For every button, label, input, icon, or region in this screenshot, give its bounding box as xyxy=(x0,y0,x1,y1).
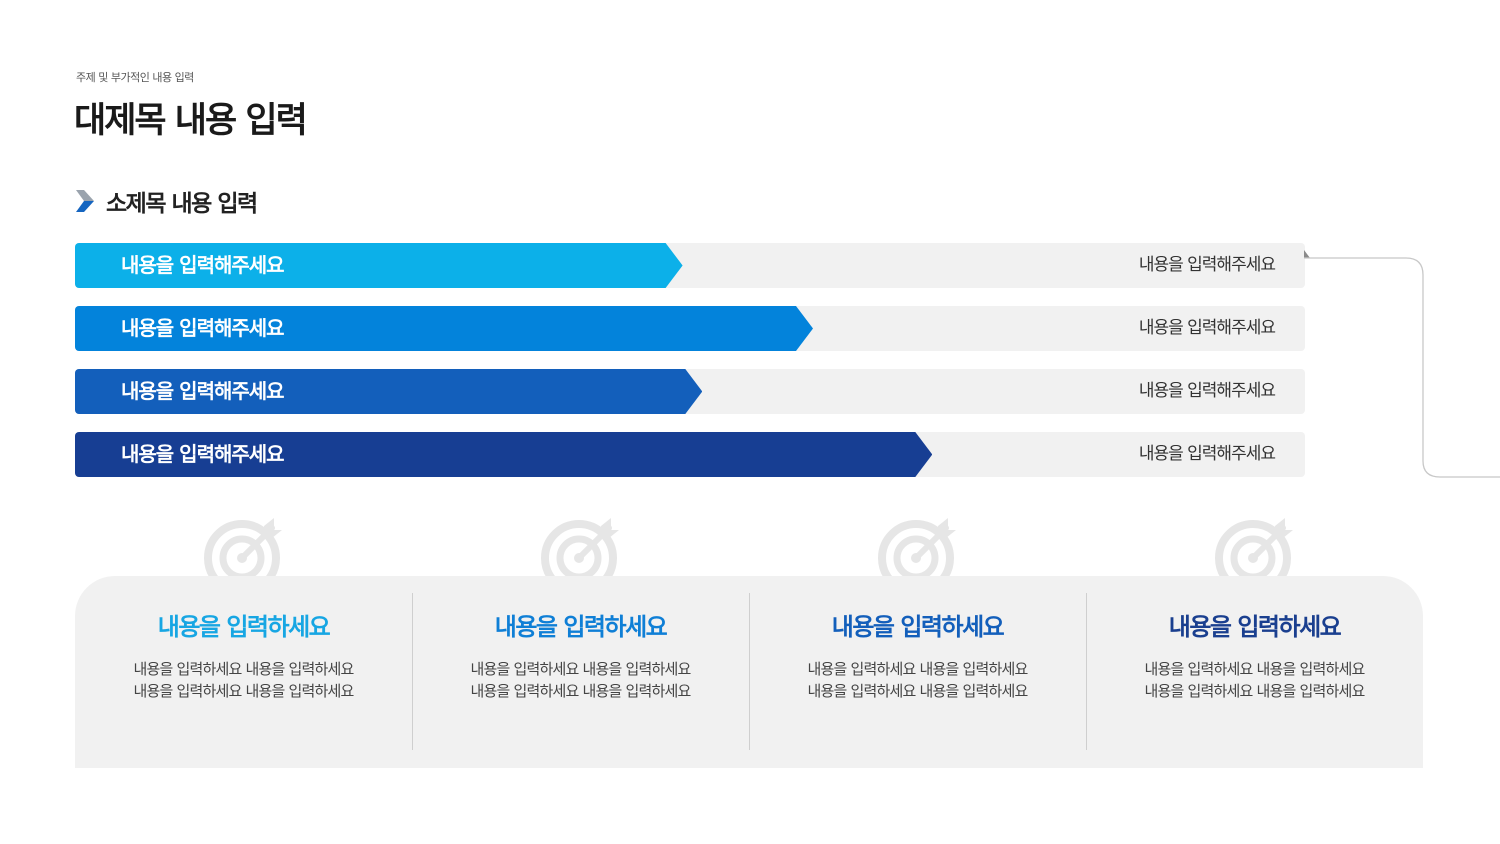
card-divider xyxy=(412,593,413,750)
target-icon xyxy=(878,518,956,578)
progress-bar-row: 내용을 입력해주세요 내용을 입력해주세요 xyxy=(75,243,1305,288)
card-title: 내용을 입력하세요 xyxy=(494,613,668,641)
info-card: 내용을 입력하세요 내용을 입력하세요 내용을 입력하세요 내용을 입력하세요 내용… xyxy=(1086,576,1423,768)
card-title: 내용을 입력하세요 xyxy=(157,613,331,641)
card-line: 내용을 입력하세요 내용을 입력하세요 xyxy=(807,682,1029,700)
bar-value: 내용을 입력해주세요 xyxy=(1138,444,1276,464)
target-icon xyxy=(1215,518,1293,578)
progress-bar-row: 내용을 입력해주세요 내용을 입력해주세요 xyxy=(75,306,1305,351)
card-line: 내용을 입력하세요 내용을 입력하세요 xyxy=(133,660,355,678)
target-icon xyxy=(541,518,619,578)
section-heading: 소제목 내용 입력 xyxy=(76,184,258,218)
kicker-text: 주제 및 부가적인 내용 입력 xyxy=(76,71,194,84)
progress-bar-fill xyxy=(75,432,932,477)
progress-bar-fill xyxy=(75,243,683,288)
bar-label: 내용을 입력해주세요 xyxy=(121,379,285,403)
card-line: 내용을 입력하세요 내용을 입력하세요 xyxy=(1144,682,1366,700)
progress-bar-fill xyxy=(75,306,813,351)
card-divider xyxy=(749,593,750,750)
card-line: 내용을 입력하세요 내용을 입력하세요 xyxy=(470,660,692,678)
card-body: 내용을 입력하세요 내용을 입력하세요 내용을 입력하세요 내용을 입력하세요 xyxy=(749,658,1086,702)
card-title: 내용을 입력하세요 xyxy=(1168,613,1342,641)
bar-label: 내용을 입력해주세요 xyxy=(121,442,285,466)
progress-bar-row: 내용을 입력해주세요 내용을 입력해주세요 xyxy=(75,369,1305,414)
progress-bar-fill xyxy=(75,369,702,414)
info-card: 내용을 입력하세요 내용을 입력하세요 내용을 입력하세요 내용을 입력하세요 내용… xyxy=(412,576,749,768)
section-heading-label: 소제목 내용 입력 xyxy=(106,191,258,217)
card-body: 내용을 입력하세요 내용을 입력하세요 내용을 입력하세요 내용을 입력하세요 xyxy=(75,658,412,702)
info-card: 내용을 입력하세요 내용을 입력하세요 내용을 입력하세요 내용을 입력하세요 내용… xyxy=(75,576,412,768)
card-divider xyxy=(1086,593,1087,750)
page-title: 대제목 내용 입력 xyxy=(74,101,308,141)
chevron-right-icon xyxy=(76,190,94,212)
cards-panel: 내용을 입력하세요 내용을 입력하세요 내용을 입력하세요 내용을 입력하세요 내용… xyxy=(75,576,1423,768)
card-line: 내용을 입력하세요 내용을 입력하세요 xyxy=(1144,660,1366,678)
bar-label: 내용을 입력해주세요 xyxy=(121,253,285,277)
card-line: 내용을 입력하세요 내용을 입력하세요 xyxy=(470,682,692,700)
bar-label: 내용을 입력해주세요 xyxy=(121,316,285,340)
bar-value: 내용을 입력해주세요 xyxy=(1138,255,1276,275)
card-body: 내용을 입력하세요 내용을 입력하세요 내용을 입력하세요 내용을 입력하세요 xyxy=(412,658,749,702)
bar-value: 내용을 입력해주세요 xyxy=(1138,381,1276,401)
info-card: 내용을 입력하세요 내용을 입력하세요 내용을 입력하세요 내용을 입력하세요 내용… xyxy=(749,576,1086,768)
card-body: 내용을 입력하세요 내용을 입력하세요 내용을 입력하세요 내용을 입력하세요 xyxy=(1086,658,1423,702)
card-line: 내용을 입력하세요 내용을 입력하세요 xyxy=(133,682,355,700)
target-icon xyxy=(204,518,282,578)
bar-value: 내용을 입력해주세요 xyxy=(1138,318,1276,338)
progress-bar-row: 내용을 입력해주세요 내용을 입력해주세요 xyxy=(75,432,1305,477)
card-title: 내용을 입력하세요 xyxy=(831,613,1005,641)
card-line: 내용을 입력하세요 내용을 입력하세요 xyxy=(807,660,1029,678)
bracket-connector xyxy=(1304,250,1500,478)
